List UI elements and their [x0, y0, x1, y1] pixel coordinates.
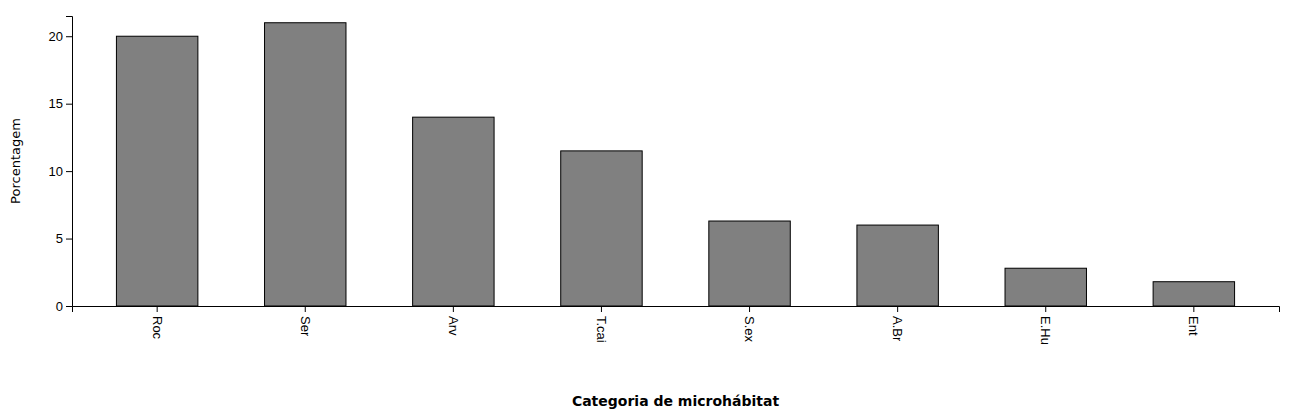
y-tick-label: 10	[49, 164, 63, 179]
y-tick-mark	[66, 104, 72, 105]
x-tick: S.ex	[742, 306, 757, 343]
plot-area: 0 5 10 15 20 Roc Ser Arv T.cai S.ex A.Br E.Hu Ent	[49, 17, 1280, 345]
y-tick-mark	[66, 306, 72, 307]
y-tick-mark	[66, 239, 72, 240]
x-tick: E.Hu	[1038, 306, 1053, 345]
x-tick-mark	[305, 306, 306, 312]
y-tick: 5	[56, 231, 72, 246]
chart-svg: 0 5 10 15 20 Roc Ser Arv T.cai S.ex A.Br E.Hu Ent Cat…	[0, 0, 1299, 418]
x-tick-mark	[1045, 306, 1046, 312]
x-tick: Ser	[298, 306, 313, 337]
y-tick-label: 0	[56, 299, 63, 314]
bar	[561, 151, 642, 306]
x-tick: Roc	[150, 306, 165, 340]
x-tick-label: A.Br	[890, 316, 905, 342]
y-tick: 10	[49, 164, 72, 179]
x-tick: T.cai	[594, 306, 609, 343]
y-axis-line	[66, 17, 73, 307]
x-axis-title: Categoria de microhábitat	[572, 393, 780, 409]
y-tick: 0	[56, 299, 72, 314]
bars	[116, 23, 1234, 306]
y-tick-label: 15	[49, 96, 63, 111]
x-tick-label: S.ex	[742, 316, 757, 343]
x-tick-label: Ent	[1186, 316, 1201, 336]
bar	[116, 36, 197, 306]
x-tick: A.Br	[890, 306, 905, 342]
x-tick: Arv	[446, 306, 461, 336]
x-tick-mark	[1193, 306, 1194, 312]
y-tick-mark	[66, 36, 72, 37]
y-tick-label: 20	[49, 29, 63, 44]
x-tick-label: E.Hu	[1038, 316, 1053, 345]
x-tick-label: Arv	[446, 316, 461, 336]
y-axis: 0 5 10 15 20	[49, 17, 73, 314]
bar	[413, 117, 494, 306]
y-tick-mark	[66, 171, 72, 172]
x-tick-mark	[897, 306, 898, 312]
y-axis-title: Porcentagem	[8, 118, 23, 204]
y-tick-label: 5	[56, 231, 63, 246]
bar	[857, 225, 938, 306]
y-tick: 20	[49, 29, 72, 44]
x-tick-label: Ser	[298, 316, 313, 337]
bar	[1153, 282, 1234, 306]
bar	[709, 221, 790, 306]
x-axis: Roc Ser Arv T.cai S.ex A.Br E.Hu Ent	[73, 306, 1280, 345]
x-tick-mark	[601, 306, 602, 312]
bar	[1005, 268, 1086, 306]
bar	[265, 23, 346, 306]
x-axis-line	[73, 307, 1280, 313]
y-tick: 15	[49, 96, 72, 111]
x-tick-label: T.cai	[594, 316, 609, 343]
x-tick-mark	[157, 306, 158, 312]
x-tick-label: Roc	[150, 316, 165, 340]
x-tick: Ent	[1186, 306, 1201, 336]
x-tick-mark	[749, 306, 750, 312]
x-tick-mark	[453, 306, 454, 312]
